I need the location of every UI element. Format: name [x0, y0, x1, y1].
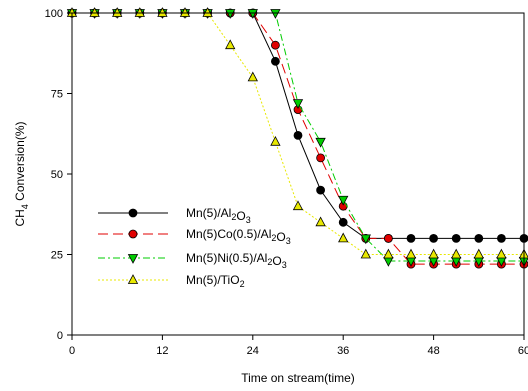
data-point [474, 233, 484, 243]
data-point [112, 7, 123, 17]
series-line [72, 12, 524, 255]
legend-item: Mn(5)/TiO2 [98, 273, 245, 289]
data-point [179, 7, 191, 17]
legend-label: Mn(5)Ni(0.5)/Al2O3 [186, 251, 287, 270]
y-tick-label: 100 [45, 8, 63, 20]
data-point [247, 9, 258, 19]
data-point [270, 56, 280, 66]
y-tick-label: 25 [51, 250, 63, 262]
x-tick-label: 0 [69, 345, 75, 357]
x-tick-label: 24 [247, 345, 259, 357]
data-point [473, 248, 484, 259]
y-tick-label: 0 [57, 330, 63, 342]
data-point [496, 233, 506, 243]
data-point [270, 40, 280, 50]
data-point [270, 135, 281, 146]
data-point [202, 7, 213, 17]
x-tick-label: 36 [337, 345, 349, 357]
series-3 [66, 7, 528, 259]
data-point [428, 248, 439, 259]
data-point [316, 185, 326, 195]
data-point [451, 248, 462, 259]
data-point [360, 248, 371, 259]
x-tick-label: 12 [156, 345, 168, 357]
data-point [270, 9, 281, 19]
axes-layer: 0 12 24 36 48 60 0 25 50 75 100 Time on stream(time… [13, 8, 528, 385]
y-axis-title: CH4 Conversion(%) [13, 121, 30, 226]
data-point [383, 233, 393, 243]
data-point [338, 195, 349, 206]
legend: Mn(5)/Al2O3 Mn(5)Co(0.5)/Al2O3 Mn(5)Ni(0.5… [98, 206, 291, 289]
data-point [89, 7, 100, 17]
data-point [360, 234, 371, 245]
y-tick-label: 50 [51, 169, 63, 181]
legend-marker [127, 274, 139, 284]
data-point [338, 232, 349, 243]
data-point [496, 248, 507, 259]
data-point [405, 248, 417, 259]
x-tick-label: 60 [518, 345, 528, 357]
legend-marker [128, 229, 138, 239]
legend-label: Mn(5)Co(0.5)/Al2O3 [186, 227, 291, 246]
legend-label: Mn(5)/Al2O3 [186, 206, 251, 225]
data-point [157, 7, 168, 17]
legend-marker [127, 254, 139, 264]
data-point [134, 7, 145, 17]
x-axis-title: Time on stream(time) [241, 371, 355, 385]
data-point [315, 137, 326, 148]
data-point [292, 99, 304, 110]
legend-item: Mn(5)Ni(0.5)/Al2O3 [98, 251, 287, 270]
data-point [316, 153, 326, 163]
legend-marker [128, 208, 138, 218]
data-point [315, 216, 326, 227]
data-point [292, 200, 304, 211]
legend-item: Mn(5)/Al2O3 [98, 206, 251, 225]
data-point [429, 233, 439, 243]
data-point [225, 9, 236, 19]
data-point [247, 71, 258, 82]
data-point [293, 130, 303, 140]
legend-label: Mn(5)/TiO2 [186, 273, 245, 289]
data-point [225, 39, 236, 50]
x-tick-label: 48 [427, 345, 439, 357]
data-point [451, 233, 461, 243]
legend-item: Mn(5)Co(0.5)/Al2O3 [98, 227, 291, 246]
data-point [383, 248, 394, 259]
y-tick-label: 75 [51, 89, 63, 101]
series-layer [66, 7, 528, 269]
data-point [406, 233, 416, 243]
data-point [338, 217, 348, 227]
